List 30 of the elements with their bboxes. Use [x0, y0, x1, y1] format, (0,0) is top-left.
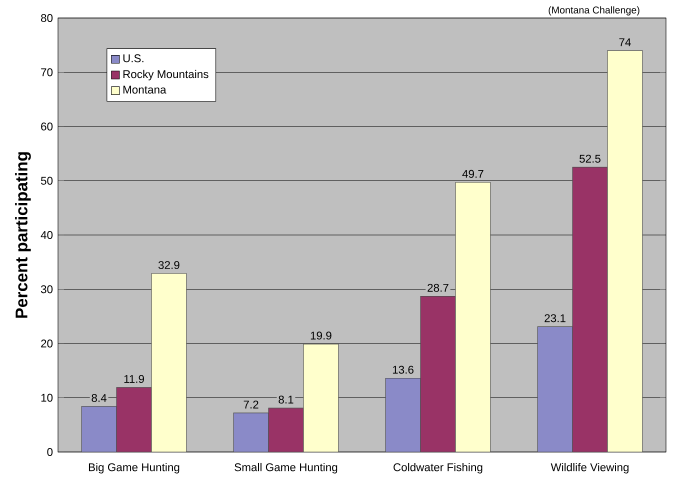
- text: (Montana Challenge): [548, 6, 640, 16]
- legend-label: U.S.: [123, 54, 144, 62]
- data-label: 28.7: [428, 284, 448, 292]
- data-label: 13.6: [392, 366, 414, 374]
- x-tick-label: Small Game Hunting: [234, 462, 338, 474]
- y-tick-label: 0: [47, 448, 53, 456]
- y-tick-label: 30: [40, 285, 53, 294]
- y-tick-label: 60: [41, 122, 53, 130]
- x-tick-label: Wildlife Viewing: [550, 462, 629, 474]
- x-tick-label: Big Game Hunting: [88, 462, 180, 474]
- y-tick-label: 40: [40, 230, 53, 239]
- y-tick-label: 70: [41, 68, 53, 76]
- data-label: 32.9: [158, 261, 180, 269]
- data-label: 74: [619, 38, 631, 46]
- y-tick-label: 50: [40, 176, 53, 185]
- y-axis-title: Percent participating: [15, 152, 31, 318]
- y-tick-label: 80: [41, 14, 53, 22]
- y-tick-label: 10: [41, 394, 53, 402]
- legend-label: Montana: [123, 86, 166, 94]
- y-tick-label: 20: [41, 339, 53, 348]
- data-label: 8.4: [92, 394, 107, 402]
- data-label: 19.9: [310, 332, 332, 340]
- data-label: 52.5: [579, 154, 600, 163]
- legend-label: Rocky Mountains: [123, 70, 208, 80]
- data-label: 11.9: [124, 374, 144, 383]
- data-label: 8.1: [278, 396, 294, 404]
- x-tick-label: Coldwater Fishing: [394, 462, 482, 474]
- data-label: 7.2: [244, 400, 258, 408]
- data-label: 23.1: [544, 314, 566, 322]
- data-label: 49.7: [462, 170, 484, 178]
